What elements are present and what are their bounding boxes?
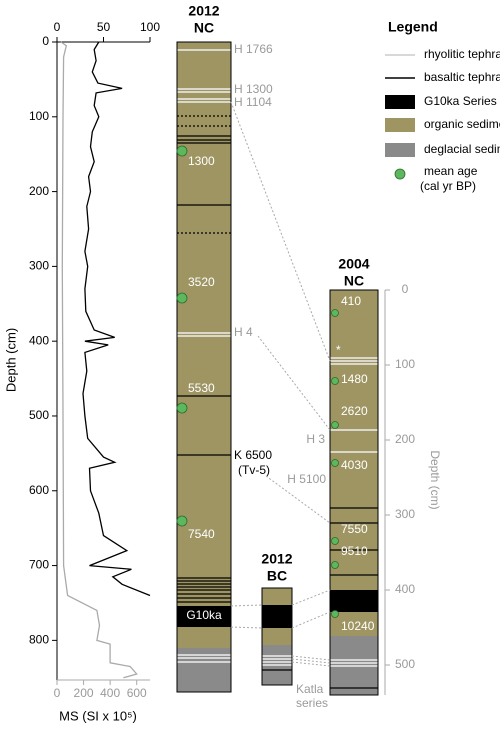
depth-axis-label: Depth (cm)	[428, 450, 442, 509]
x-tick-label: 0	[54, 20, 61, 34]
mean-age-dot	[331, 377, 339, 385]
age-label: 410	[341, 294, 361, 308]
mean-age-dot	[176, 292, 188, 304]
tephra-label: H 3	[306, 432, 325, 446]
x2-tick-label: 0	[54, 686, 61, 700]
y-tick-label: 0	[42, 34, 49, 48]
y-tick-label: 600	[29, 483, 49, 497]
age-label: 7540	[188, 527, 215, 541]
y-tick-label: 400	[29, 333, 49, 347]
correlation-line	[230, 101, 331, 362]
mean-age-dot	[331, 421, 339, 429]
age-label: 7550	[341, 522, 368, 536]
annotation: Katla	[296, 682, 324, 696]
legend-symbol	[385, 143, 415, 157]
mean-age-dot	[394, 168, 406, 180]
ms-line	[60, 41, 138, 679]
core-title: NC	[344, 273, 364, 289]
core-title: BC	[267, 568, 287, 584]
core-title: 2012	[188, 3, 219, 19]
tephra-label: *	[336, 343, 341, 357]
unit-label: G10ka	[186, 608, 222, 622]
legend-label: rhyolitic tephra	[424, 47, 500, 61]
correlation-line	[257, 335, 331, 431]
age-label: 1480	[341, 372, 368, 386]
age-label: 4030	[341, 458, 368, 472]
depth-tick-label: 400	[395, 582, 415, 596]
tephra-label: H 5100	[287, 472, 326, 486]
legend-label: deglacial sediment	[424, 142, 500, 156]
y-tick-label: 100	[29, 109, 49, 123]
core-outline	[329, 289, 379, 696]
x2-tick-label: 400	[100, 686, 120, 700]
core-title: NC	[194, 20, 214, 36]
g10ka-layer	[177, 606, 231, 627]
correlation-line	[230, 626, 263, 629]
y-tick-label: 700	[29, 558, 49, 572]
mean-age-dot	[331, 309, 339, 317]
g10ka-layer	[330, 590, 378, 612]
correlation-line	[230, 604, 263, 607]
mean-age-dot	[331, 537, 339, 545]
legend-symbol	[385, 95, 415, 109]
tephra-label: H 1300	[234, 82, 273, 96]
marker-label: (Tv-5)	[238, 463, 270, 477]
depth-tick-label: 500	[395, 657, 415, 671]
y-tick-label: 500	[29, 408, 49, 422]
mean-age-dot	[176, 402, 188, 414]
correlation-line	[291, 611, 331, 629]
legend-title: Legend	[388, 19, 438, 35]
legend-symbol	[385, 118, 415, 132]
x2-tick-label: 200	[74, 686, 94, 700]
legend-label: G10ka Series	[424, 94, 497, 108]
age-label: 3520	[188, 275, 215, 289]
y-tick-label: 800	[29, 633, 49, 647]
y-axis-label: Depth (cm)	[3, 328, 18, 392]
age-label: 5530	[188, 381, 215, 395]
x2-tick-label: 600	[127, 686, 147, 700]
y-tick-label: 300	[29, 259, 49, 273]
core-title: 2012	[261, 551, 292, 567]
legend-label: basaltic tephra	[424, 70, 500, 84]
core-outline	[176, 41, 232, 693]
mean-age-dot	[331, 610, 339, 618]
correlation-line	[265, 475, 331, 524]
marker-label: K 6500	[234, 448, 272, 462]
age-label: 1300	[188, 154, 215, 168]
x-tick-label: 100	[140, 20, 160, 34]
depth-tick-label: 200	[395, 432, 415, 446]
correlation-line	[291, 589, 331, 606]
depth-tick-label: 100	[395, 357, 415, 371]
mean-age-dot	[176, 515, 188, 527]
age-label: 9510	[341, 544, 368, 558]
depth-tick-label: 300	[395, 507, 415, 521]
depth-tick-label: 0	[402, 282, 409, 296]
annotation: series	[296, 696, 328, 710]
tephra-label: H 1766	[234, 42, 273, 56]
g10ka-layer	[262, 605, 292, 628]
x-axis-label: MS (SI x 10⁵)	[59, 708, 137, 723]
age-label: 10240	[341, 619, 375, 633]
mean-age-dot	[331, 561, 339, 569]
legend-label: mean age	[424, 164, 478, 178]
y-tick-label: 200	[29, 184, 49, 198]
tephra-label: H 4	[234, 325, 253, 339]
age-label: 2620	[341, 404, 368, 418]
ms-line	[82, 41, 151, 597]
tephra-label: H 1104	[234, 95, 272, 109]
legend-label: organic sediment	[424, 117, 500, 131]
mean-age-dot	[331, 459, 339, 467]
core-title: 2004	[338, 256, 369, 272]
x-tick-label: 50	[97, 20, 111, 34]
core-outline	[261, 587, 293, 686]
mean-age-dot	[176, 145, 188, 157]
legend-label: (cal yr BP)	[420, 179, 476, 193]
